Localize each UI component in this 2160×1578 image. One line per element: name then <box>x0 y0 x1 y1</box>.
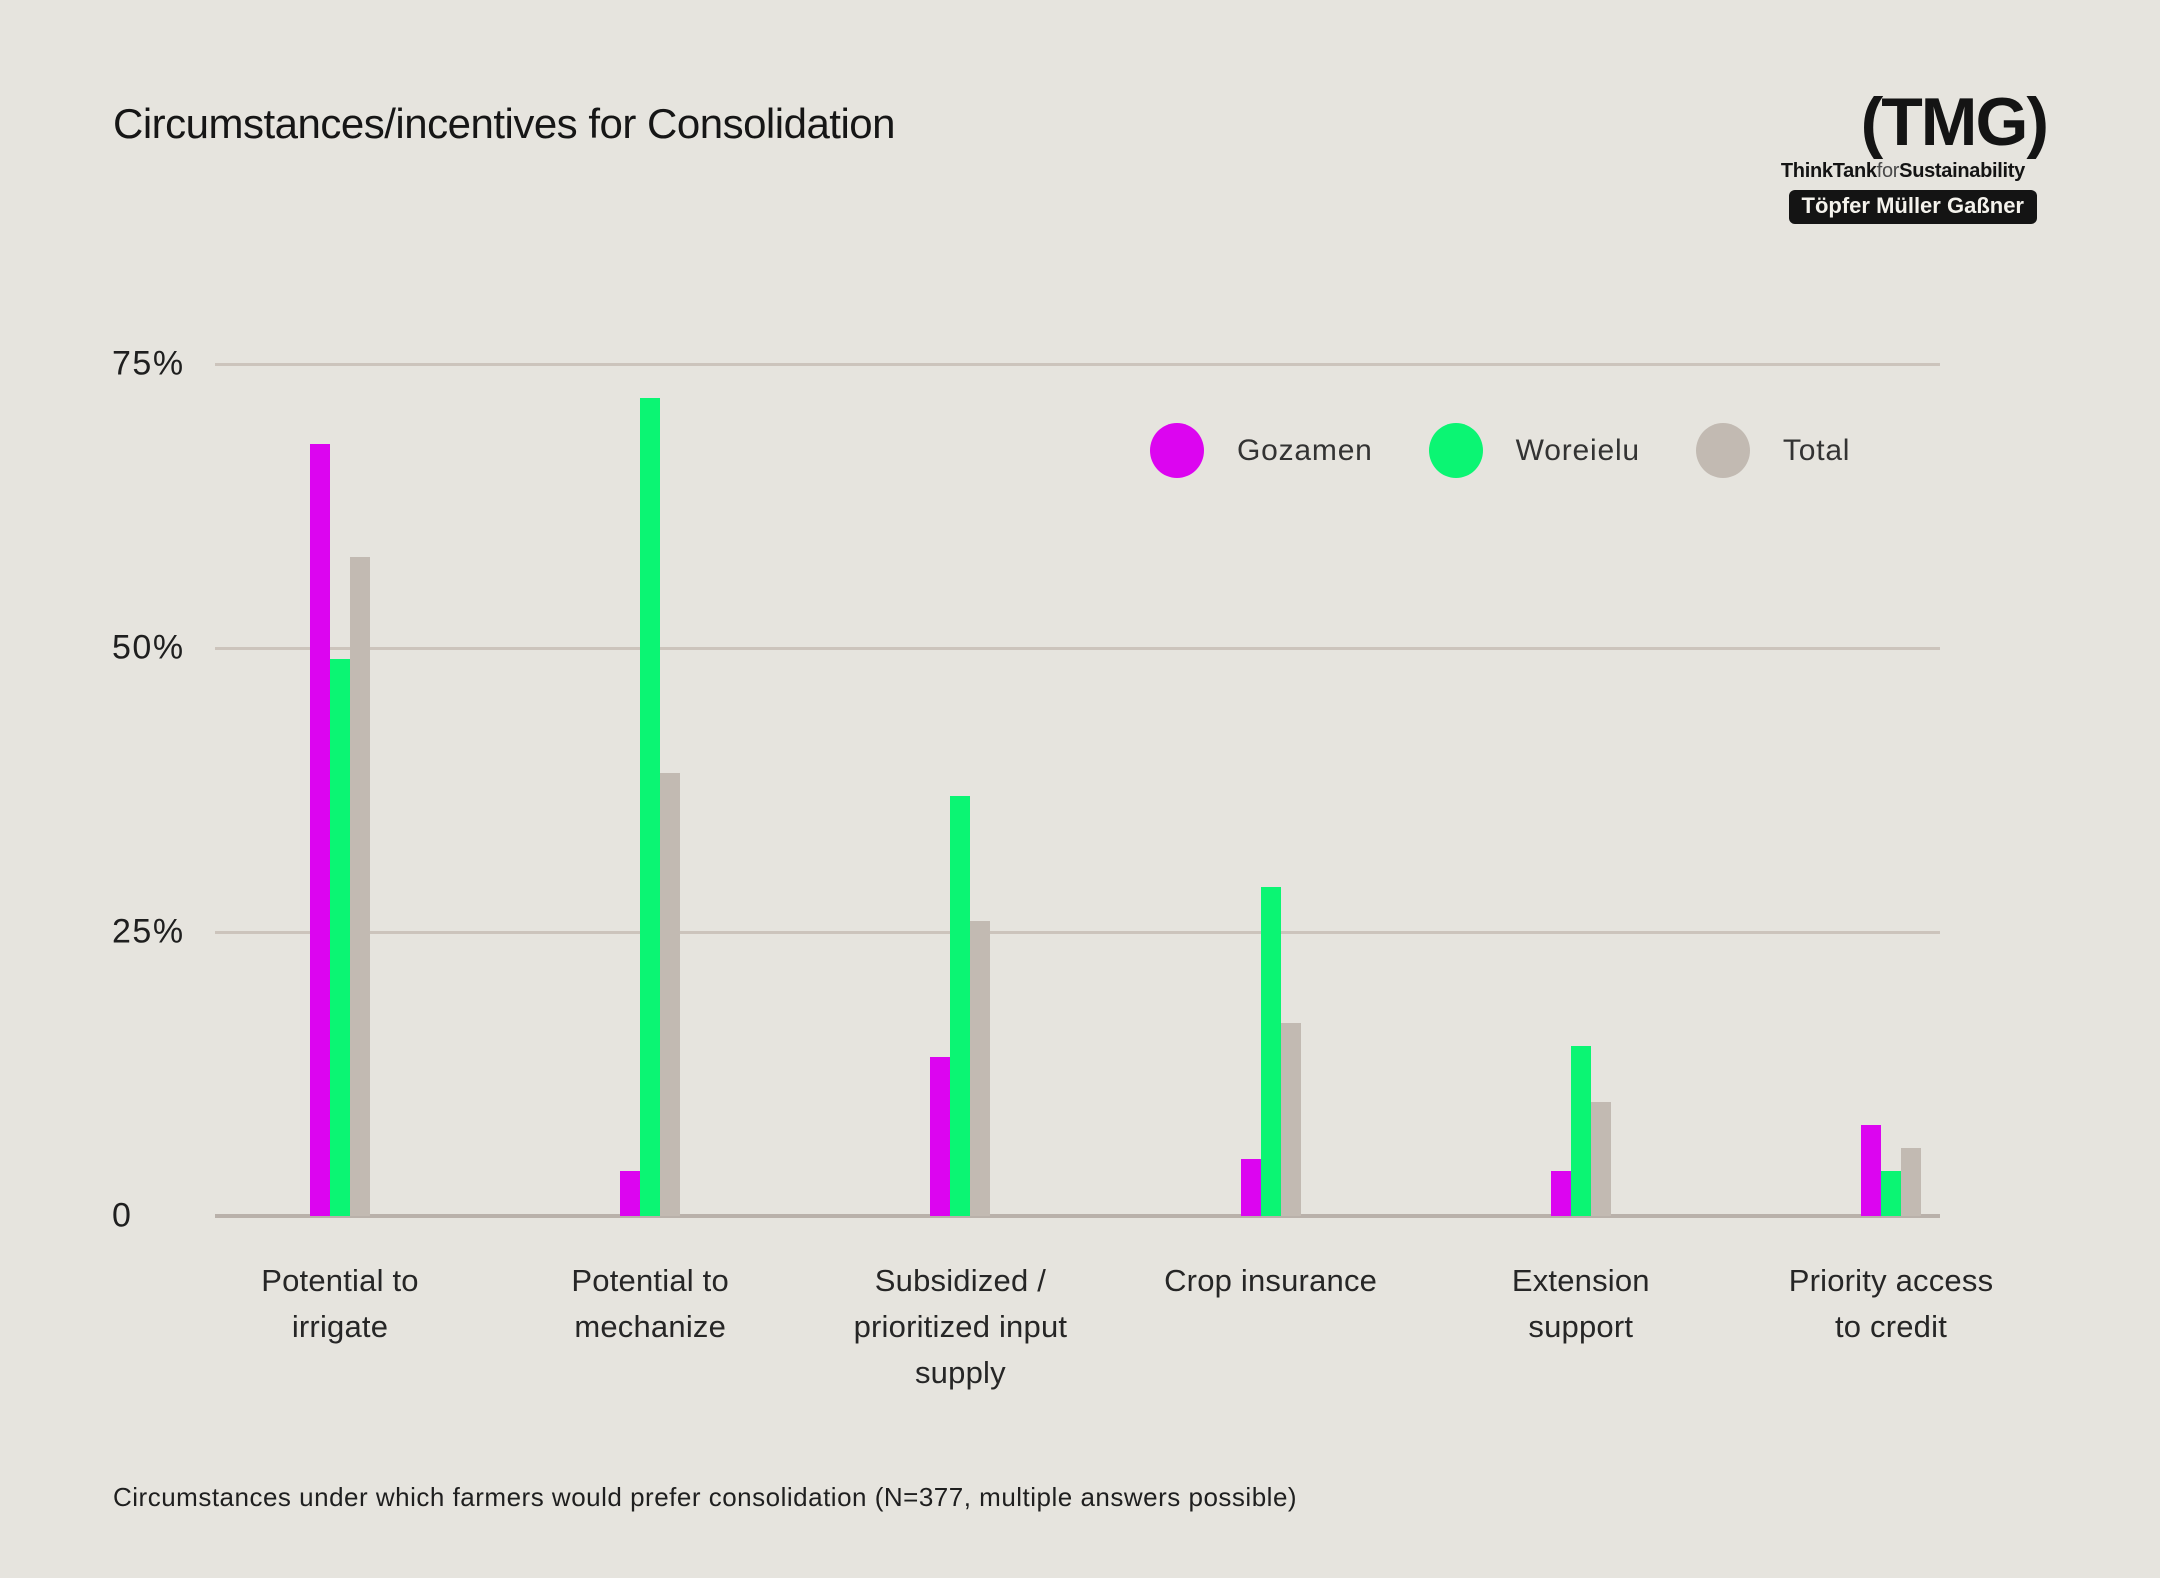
legend-label: Total <box>1782 433 1851 467</box>
legend-item-gozamen: Gozamen <box>1150 423 1373 478</box>
x-axis-category-label: Potential to mechanize <box>571 1263 729 1344</box>
chart-caption: Circumstances under which farmers would … <box>113 1482 1298 1512</box>
tagline-sustainability: Sustainability <box>1899 160 2025 182</box>
bar-woreielu-group3 <box>950 795 971 1216</box>
bar-total-group1 <box>350 557 370 1216</box>
x-axis-category-label: Crop insurance <box>1164 1263 1378 1298</box>
bar-total-group6 <box>1901 1147 1921 1216</box>
bar-total-group3 <box>970 920 991 1216</box>
chart-title: Circumstances/incentives for Consolidati… <box>113 100 896 147</box>
bar-woreielu-group6 <box>1881 1170 1901 1216</box>
legend-label: Woreielu <box>1515 433 1640 467</box>
y-axis-tick-label: 25% <box>112 912 185 951</box>
gridline-25% <box>215 931 1940 934</box>
legend-item-total: Total <box>1695 423 1851 478</box>
bar-woreielu-group4 <box>1260 886 1281 1216</box>
bar-total-group2 <box>660 772 681 1216</box>
tmg-wordmark: (TMG) <box>1860 84 2049 160</box>
bar-gozamen-group1 <box>310 443 330 1216</box>
legend-label: Gozamen <box>1237 433 1373 467</box>
y-axis-tick-label: 0 <box>112 1196 133 1235</box>
gridline-75% <box>215 363 1940 366</box>
bar-gozamen-group4 <box>1240 1159 1261 1216</box>
x-axis-category-label: Subsidized / prioritized input supply <box>853 1263 1068 1390</box>
tmg-logo: (TMG) ThinkTankforSustainability Töpfer … <box>1781 84 2049 224</box>
x-axis-category-label: Extension support <box>1511 1263 1650 1344</box>
bar-woreielu-group2 <box>640 398 661 1216</box>
bar-gozamen-group3 <box>930 1056 951 1216</box>
tmg-badge: Töpfer Müller Gaßner <box>1788 190 2037 224</box>
tagline-thinktank: ThinkTank <box>1780 160 1877 182</box>
y-axis-tick-label: 75% <box>112 344 185 383</box>
tmg-tagline: ThinkTankforSustainability <box>1781 160 2025 183</box>
x-axis-category-label: Priority access to credit <box>1788 1263 1994 1344</box>
legend-dot-gozamen <box>1150 423 1204 478</box>
tagline-for: for <box>1876 160 1900 182</box>
legend-dot-woreielu <box>1428 423 1483 478</box>
bar-total-group4 <box>1280 1022 1301 1216</box>
x-axis-line <box>215 1214 1940 1218</box>
bar-woreielu-group1 <box>330 659 350 1216</box>
bar-gozamen-group5 <box>1550 1170 1571 1216</box>
x-axis-category-label: Potential to irrigate <box>261 1263 419 1344</box>
bar-woreielu-group5 <box>1570 1045 1591 1216</box>
chart-legend: Gozamen Woreielu Total <box>1150 423 1850 478</box>
legend-item-woreielu: Woreielu <box>1428 423 1640 478</box>
y-axis-tick-label: 50% <box>112 628 185 667</box>
bar-total-group5 <box>1590 1102 1611 1216</box>
gridline-50% <box>215 647 1940 650</box>
bar-gozamen-group6 <box>1861 1125 1881 1216</box>
legend-dot-total <box>1695 423 1750 478</box>
bar-gozamen-group2 <box>620 1170 641 1216</box>
